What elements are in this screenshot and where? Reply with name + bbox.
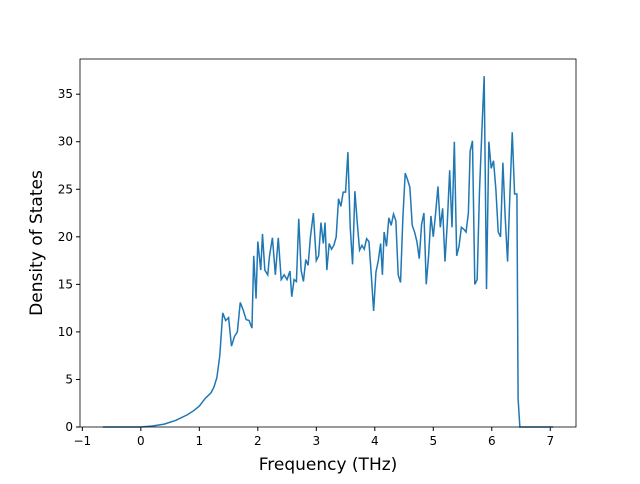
- x-tick-label: 3: [312, 434, 320, 448]
- axes-frame: [79, 58, 577, 428]
- y-tick-label: 25: [58, 182, 73, 196]
- y-axis-label: Density of States: [27, 170, 47, 316]
- x-tick-label: 2: [254, 434, 262, 448]
- x-tick-label: 4: [371, 434, 379, 448]
- y-tick-label: 30: [58, 135, 73, 149]
- x-tick-label: 6: [488, 434, 496, 448]
- line: [102, 76, 554, 428]
- x-axis-label: Frequency (THz): [259, 455, 398, 475]
- x-tick-label: 1: [196, 434, 204, 448]
- y-tick-label: 0: [65, 420, 73, 434]
- y-tick-label: 35: [58, 87, 73, 101]
- x-tick-label: 0: [137, 434, 145, 448]
- x-tick-label: 5: [429, 434, 437, 448]
- y-tick-label: 5: [65, 372, 73, 386]
- y-tick-label: 20: [58, 230, 73, 244]
- y-tick-label: 15: [58, 277, 73, 291]
- x-tick-label: 7: [546, 434, 554, 448]
- y-tick-label: 10: [58, 325, 73, 339]
- x-tick-label: −1: [73, 434, 91, 448]
